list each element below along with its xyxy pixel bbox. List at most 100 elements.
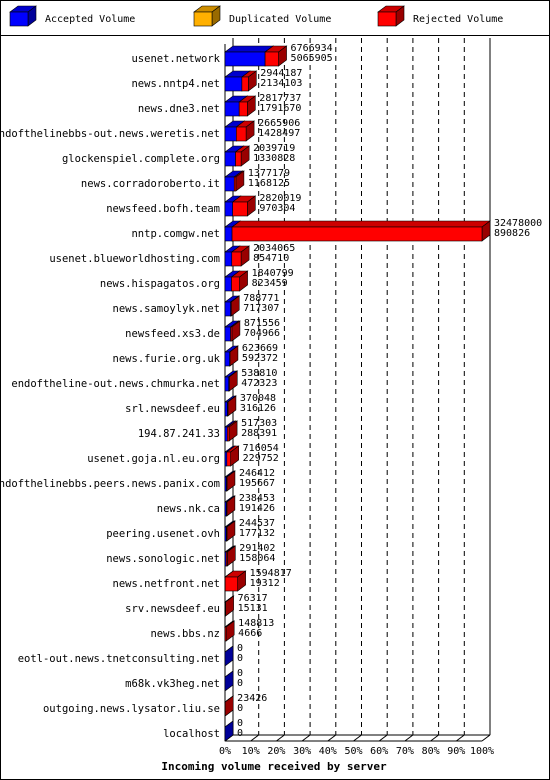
category-label: srl.newsdeef.eu: [125, 403, 220, 415]
accepted-label: 890826: [494, 228, 530, 239]
bar-front: [224, 351, 230, 367]
x-tick-label: 90%: [447, 746, 465, 757]
total-label: 623669: [242, 343, 278, 354]
bar-front: [232, 201, 248, 217]
bar-segment: [238, 95, 257, 117]
bar-front: [224, 576, 238, 592]
x-tick: [455, 734, 465, 742]
accepted-label: 592372: [242, 353, 278, 364]
accepted-label: 0: [237, 653, 243, 664]
bar-front: [377, 11, 397, 27]
total-label: 538810: [241, 368, 277, 379]
bar-segment: [225, 470, 236, 492]
bar-front: [224, 276, 232, 292]
total-label: 244537: [239, 518, 275, 529]
category-label: endoftheline-out.news.chmurka.net: [11, 378, 220, 390]
bar-front: [226, 526, 228, 542]
total-label: 32478000: [494, 218, 542, 229]
bar-segment: [224, 670, 234, 692]
total-label: 1840799: [252, 268, 294, 279]
legend-item: Rejected Volume: [377, 5, 503, 27]
accepted-label: 2134103: [260, 78, 302, 89]
bar-front: [224, 326, 231, 342]
category-label: news.nk.ca: [157, 503, 220, 515]
bar-front: [235, 151, 242, 167]
bar-segment: [224, 595, 235, 617]
bar-front: [233, 176, 237, 192]
bar-front: [224, 101, 240, 117]
total-label: 2820019: [259, 193, 301, 204]
accepted-label: 195667: [239, 478, 275, 489]
bar-segment: [231, 220, 491, 242]
category-label: srv.newsdeef.eu: [125, 603, 220, 615]
bar-front: [231, 251, 242, 267]
bar-front: [264, 51, 279, 67]
category-label: localhost: [163, 728, 220, 740]
x-tick-label: 0%: [219, 746, 231, 757]
category-label: news.dne3.net: [138, 103, 220, 115]
total-label: 871556: [244, 318, 280, 329]
category-label: endofthelinebbs.peers.news.panix.com: [0, 478, 220, 490]
category-label: usenet.goja.nl.eu.org: [87, 453, 220, 465]
category-label: news.samoylyk.net: [113, 303, 220, 315]
accepted-label: 229752: [243, 453, 279, 464]
bar-front: [230, 326, 233, 342]
total-label: 0: [237, 718, 243, 729]
x-tick-label: 20%: [267, 746, 285, 757]
category-label: news.hispagatos.org: [100, 278, 220, 290]
bar-front: [224, 126, 237, 142]
bar-front: [224, 201, 233, 217]
bar-segment: [235, 120, 255, 142]
accepted-label: 316126: [240, 403, 276, 414]
total-label: 6766934: [291, 43, 333, 54]
category-label: news.bbs.nz: [150, 628, 220, 640]
category-label: 194.87.241.33: [138, 428, 220, 440]
bar-segment: [225, 545, 237, 567]
total-label: 1377179: [248, 168, 290, 179]
category-label: outgoing.news.lysator.liu.se: [43, 703, 220, 715]
category-label: newsfeed.bofh.team: [106, 203, 220, 215]
bar-front: [231, 226, 483, 242]
total-label: 246412: [239, 468, 275, 479]
bar-front: [226, 426, 230, 442]
category-label: peering.usenet.ovh: [106, 528, 220, 540]
x-tick: [430, 734, 439, 742]
bar-front: [224, 426, 228, 442]
category-label: news.netfront.net: [113, 578, 220, 590]
accepted-label: 0: [237, 728, 243, 739]
bar-segment: [230, 270, 249, 292]
accepted-label: 19312: [250, 578, 280, 589]
legend-label: Rejected Volume: [413, 14, 503, 25]
total-label: 0: [237, 668, 243, 679]
accepted-label: 823459: [252, 278, 288, 289]
accepted-label: 1791670: [259, 103, 301, 114]
x-tick: [327, 734, 337, 742]
bar-front: [224, 151, 236, 167]
total-label: 370048: [240, 393, 276, 404]
total-label: 1594817: [250, 568, 292, 579]
accepted-label: 472323: [241, 378, 277, 389]
legend-item: Duplicated Volume: [193, 5, 331, 27]
x-tick: [301, 734, 311, 742]
bar-segment: [229, 320, 241, 342]
total-label: 2665906: [258, 118, 300, 129]
total-label: 2944187: [260, 68, 302, 79]
bar-front: [224, 401, 228, 417]
total-label: 291402: [239, 543, 275, 554]
bar-front: [193, 11, 213, 27]
bar-segment: [224, 695, 235, 717]
accepted-label: 1168125: [248, 178, 290, 189]
accepted-label: 0: [237, 678, 243, 689]
bar-segment: [230, 245, 250, 267]
x-tick-label: 50%: [344, 746, 362, 757]
category-label: news.furie.org.uk: [113, 353, 221, 365]
total-label: 517303: [241, 418, 277, 429]
bar-segment: [231, 195, 257, 217]
bar-segment: [226, 395, 237, 417]
bar-segment: [226, 420, 238, 442]
bar-segment: [228, 345, 239, 367]
x-tick-label: 60%: [370, 746, 388, 757]
bar-front: [236, 126, 247, 142]
bar-front: [225, 551, 228, 567]
total-label: 76317: [238, 593, 268, 604]
